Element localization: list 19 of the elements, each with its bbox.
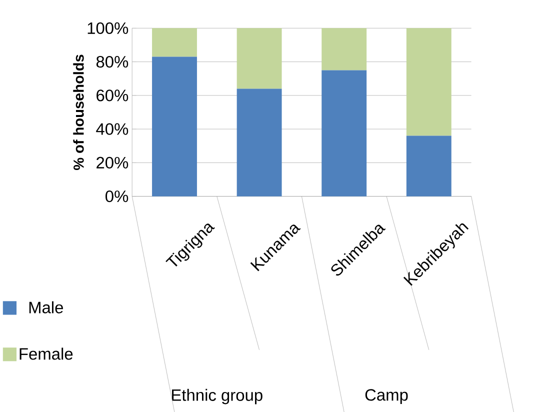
y-tick-label: 40% xyxy=(96,123,128,135)
y-tick-label: 20% xyxy=(96,156,128,168)
text: Ethnic group xyxy=(172,388,262,404)
bar xyxy=(152,56,197,196)
y-tick-label: 80% xyxy=(96,56,128,68)
bar xyxy=(322,28,367,70)
bar xyxy=(406,28,452,136)
legend-label: Male xyxy=(29,301,64,314)
y-tick-label: 60% xyxy=(96,89,128,102)
legend-label: Female xyxy=(20,348,73,360)
bar xyxy=(152,28,197,57)
text: Camp xyxy=(365,388,408,404)
bar xyxy=(236,28,282,89)
bar xyxy=(406,136,452,196)
y-tick-label: 0% xyxy=(106,190,128,202)
y-tick-label: 100% xyxy=(88,22,128,34)
bar xyxy=(236,88,282,196)
y-axis-title: % of households xyxy=(73,54,84,170)
bar xyxy=(322,70,367,196)
